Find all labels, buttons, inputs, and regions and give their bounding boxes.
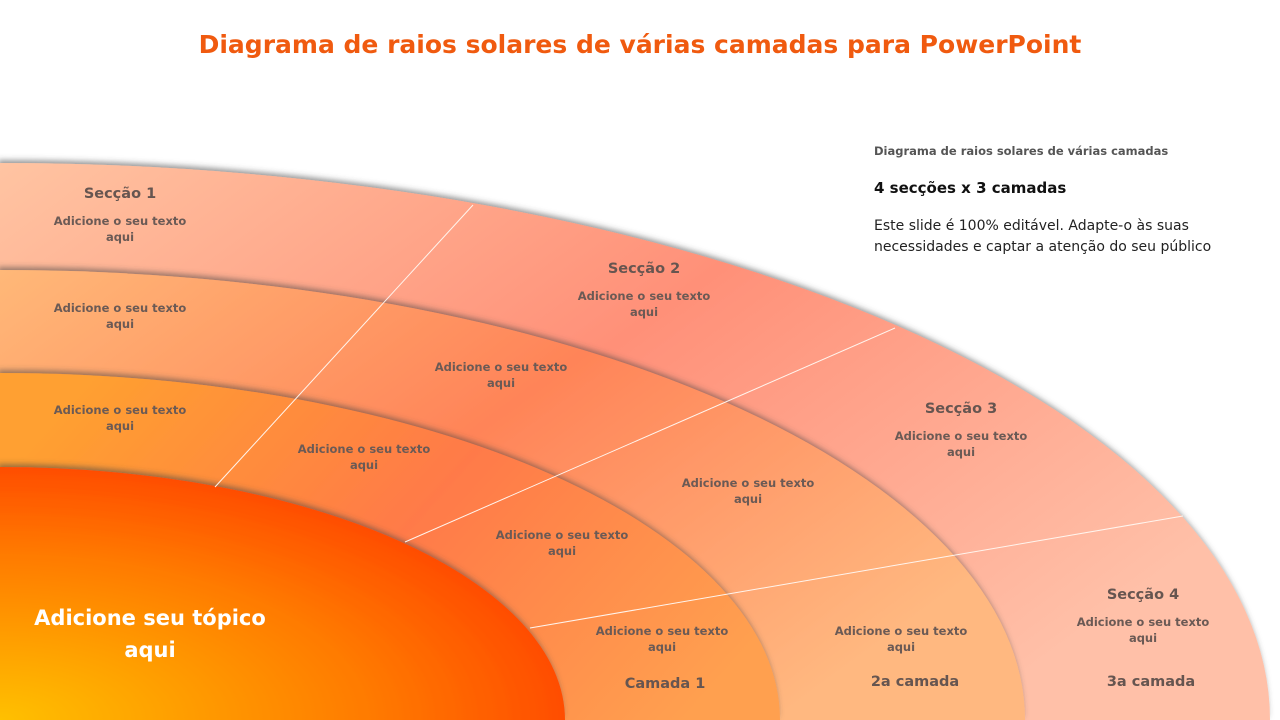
text-placeholder: Adicione o seu texto aqui <box>894 429 1028 459</box>
ray-divider-2 <box>404 327 896 543</box>
text-placeholder: Adicione o seu texto aqui <box>53 301 187 331</box>
text-placeholder: Adicione o seu texto aqui <box>595 624 729 654</box>
text-placeholder: Adicione o seu texto aqui <box>53 214 187 244</box>
section-2-label: Secção 2 <box>607 261 681 277</box>
ray-divider-1 <box>214 204 474 488</box>
core-circle <box>0 467 565 720</box>
page-title: Diagrama de raios solares de várias cama… <box>198 30 1082 59</box>
text-placeholder: Adicione o seu texto aqui <box>495 528 629 558</box>
layer-1-label: Camada 1 <box>624 676 706 692</box>
side-heading: 4 secções x 3 camadas <box>874 179 1067 197</box>
side-subtitle: Diagrama de raios solares de várias cama… <box>874 144 1169 158</box>
text-placeholder: Adicione o seu texto aqui <box>1076 615 1210 645</box>
text-placeholder: Adicione o seu texto aqui <box>834 624 968 654</box>
text-placeholder: Adicione o seu texto aqui <box>297 442 431 472</box>
section-4-label: Secção 4 <box>1106 587 1180 603</box>
core-topic-label: Adicione seu tópico aqui <box>34 606 266 662</box>
text-placeholder: Adicione o seu texto aqui <box>434 360 568 390</box>
side-description: Este slide é 100% editável. Adapte-o às … <box>874 218 1212 255</box>
text-placeholder: Adicione o seu texto aqui <box>681 476 815 506</box>
text-placeholder: Adicione o seu texto aqui <box>577 289 711 319</box>
section-3-label: Secção 3 <box>924 401 998 417</box>
layer-2-label: 2a camada <box>870 674 960 690</box>
ray-divider-3 <box>529 515 1184 629</box>
layer-3-label: 3a camada <box>1106 674 1196 690</box>
text-placeholder: Adicione o seu texto aqui <box>53 403 187 433</box>
section-1-label: Secção 1 <box>83 186 157 202</box>
